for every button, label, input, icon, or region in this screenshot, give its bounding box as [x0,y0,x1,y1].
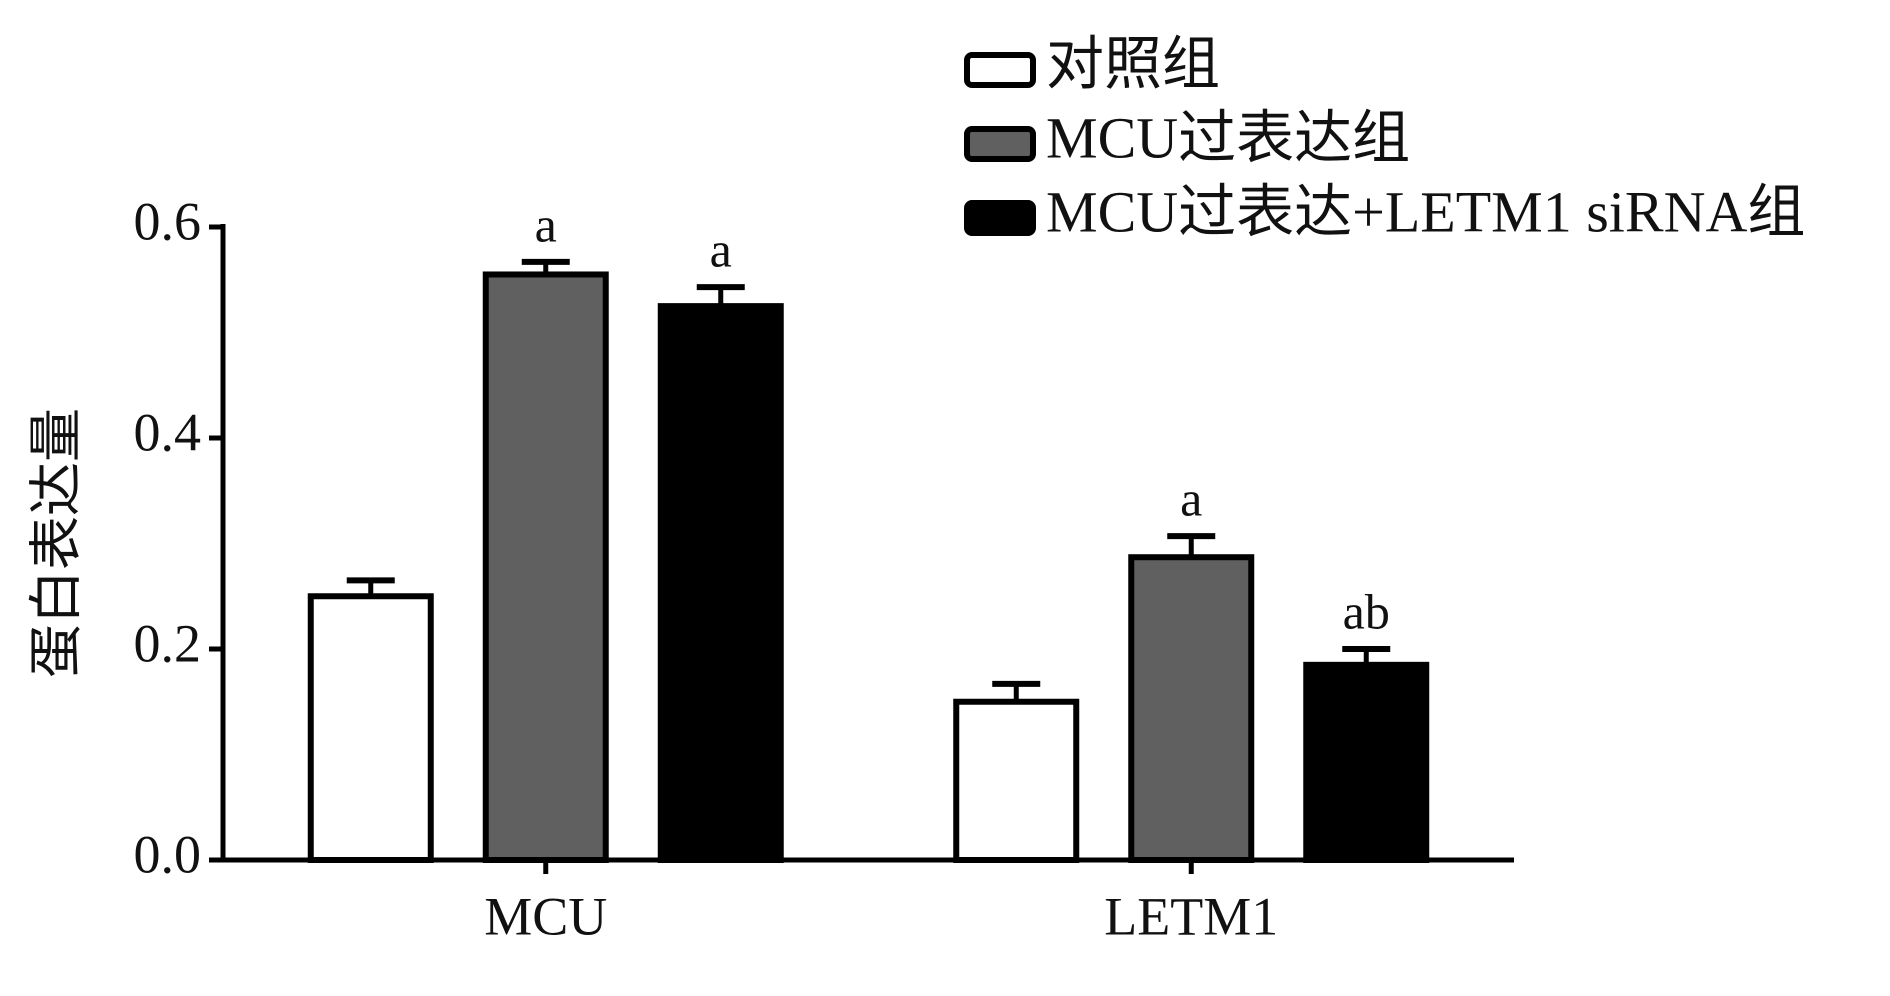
bar [1128,554,1255,864]
bar [657,303,784,863]
bar [482,271,609,864]
annotation: ab [1343,583,1390,639]
y-tick-label: 0.0 [134,824,202,884]
bar [1303,661,1430,864]
x-tick-label: MCU [484,886,607,946]
annotation: a [535,196,557,252]
y-tick-label: 0.4 [134,402,202,462]
y-axis-label: 蛋白表达量 [26,408,86,678]
y-tick-label: 0.2 [134,613,202,673]
legend-swatch [964,200,1036,236]
legend-swatch [964,126,1036,162]
x-tick-label: LETM1 [1104,886,1278,946]
annotation: a [1180,471,1202,527]
legend-swatch [964,52,1036,88]
bar [307,593,434,863]
bar [953,698,1080,863]
legend-label: MCU过表达+LETM1 siRNA组 [1046,179,1805,244]
y-tick-label: 0.6 [134,191,202,251]
legend-label: 对照组 [1046,31,1220,96]
legend-label: MCU过表达组 [1046,105,1410,170]
annotation: a [710,222,732,278]
